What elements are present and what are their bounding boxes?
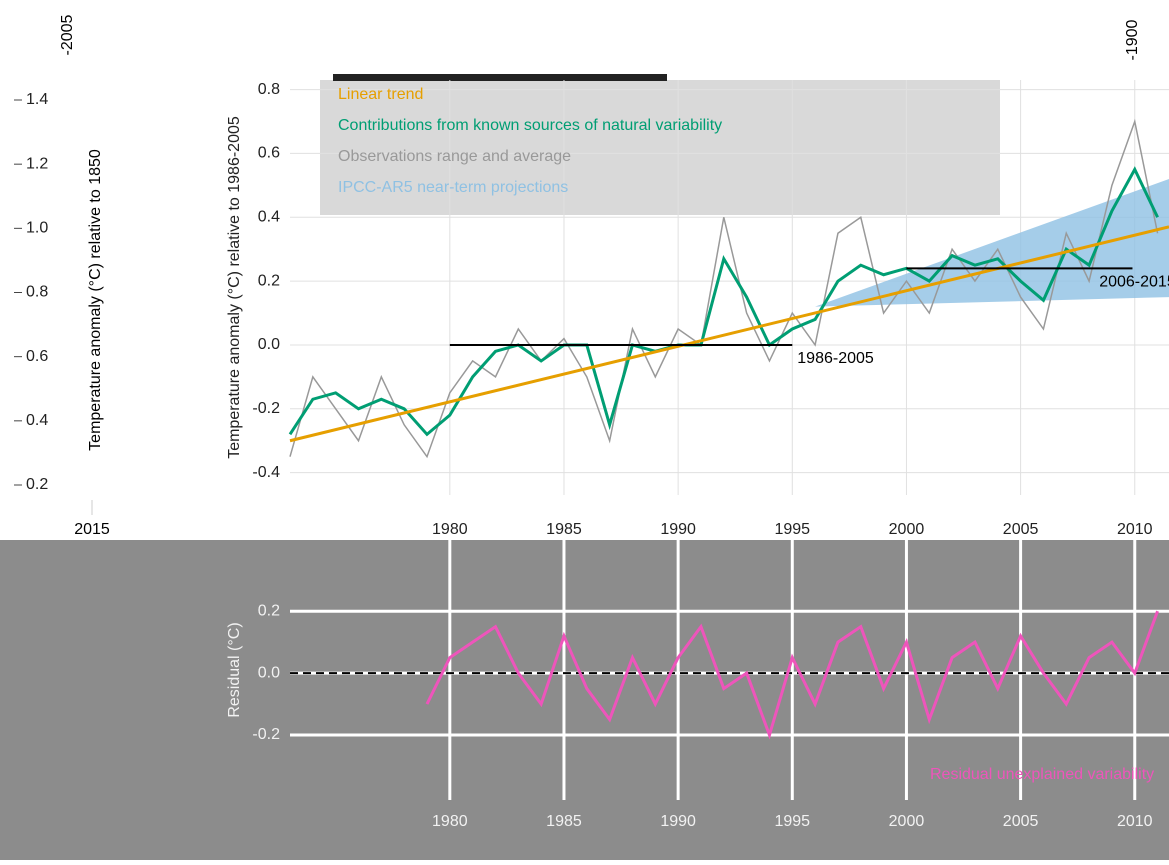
x-tick-label: 1995 (774, 521, 810, 538)
y-tick-label: 0.8 (258, 81, 280, 98)
projection-band (815, 178, 1169, 307)
y-tick-label: 0.0 (258, 664, 280, 681)
x-tick-label: 1990 (660, 813, 696, 830)
y-tick-label: -0.2 (252, 400, 280, 417)
y-tick-label: 0.0 (258, 336, 280, 353)
x-tick-label: 2005 (1003, 521, 1039, 538)
x-tick-label: 2000 (889, 521, 925, 538)
x-tick-label: 2010 (1117, 813, 1153, 830)
series-line (289, 225, 1169, 443)
x-tick-label: 1990 (660, 521, 696, 538)
series-line (288, 166, 1159, 437)
y-axis-label: Residual (°C) (226, 622, 243, 717)
y-axis-label: Temperature anomaly (°C) relative to 185… (87, 149, 104, 451)
y-tick-label: -0.2 (252, 726, 280, 743)
x-tick-label: 2010 (1117, 521, 1153, 538)
y-tick-label: 0.6 (258, 145, 280, 162)
y-tick-label: 0.2 (26, 476, 48, 493)
legend-entry: Observations range and average (338, 148, 571, 165)
y-tick-label: 0.8 (26, 284, 48, 301)
series-line (425, 610, 1159, 740)
x-tick-label: 1980 (432, 813, 468, 830)
decoration (333, 74, 667, 81)
y-tick-label: 0.2 (258, 272, 280, 289)
y-axis-label: Temperature anomaly (°C) relative to 198… (226, 116, 243, 459)
residual-panel-bg (0, 540, 1169, 860)
legend-entry: Residual unexplained variability (930, 766, 1154, 783)
legend-entry: IPCC-AR5 near-term projections (338, 179, 568, 196)
x-tick-label: 1985 (546, 813, 582, 830)
x-tick-label: 1985 (546, 521, 582, 538)
y-tick-label: 1.2 (26, 155, 48, 172)
y-tick-label: 1.4 (26, 91, 48, 108)
annotation: -1900 (1124, 19, 1141, 60)
y-tick-label: -0.4 (252, 464, 280, 481)
period-label: 2006-2015 (1099, 274, 1169, 291)
x-tick-label: 2000 (889, 813, 925, 830)
x-tick-label: 2005 (1003, 813, 1039, 830)
period-label: 1986-2005 (797, 350, 874, 367)
x-tick-label: 1980 (432, 521, 468, 538)
y-tick-label: 0.4 (258, 208, 280, 225)
x-tick-label: 2015 (74, 521, 110, 538)
series-line (289, 118, 1159, 459)
y-tick-label: 1.0 (26, 220, 48, 237)
legend-bg (320, 80, 1000, 215)
legend-entry: Contributions from known sources of natu… (338, 117, 722, 134)
y-tick-label: 0.2 (258, 602, 280, 619)
x-tick-label: 1995 (774, 813, 810, 830)
y-tick-label: 0.4 (26, 412, 48, 429)
annotation: -2005 (59, 14, 76, 55)
legend-entry: Linear trend (338, 86, 423, 103)
y-tick-label: 0.6 (26, 348, 48, 365)
